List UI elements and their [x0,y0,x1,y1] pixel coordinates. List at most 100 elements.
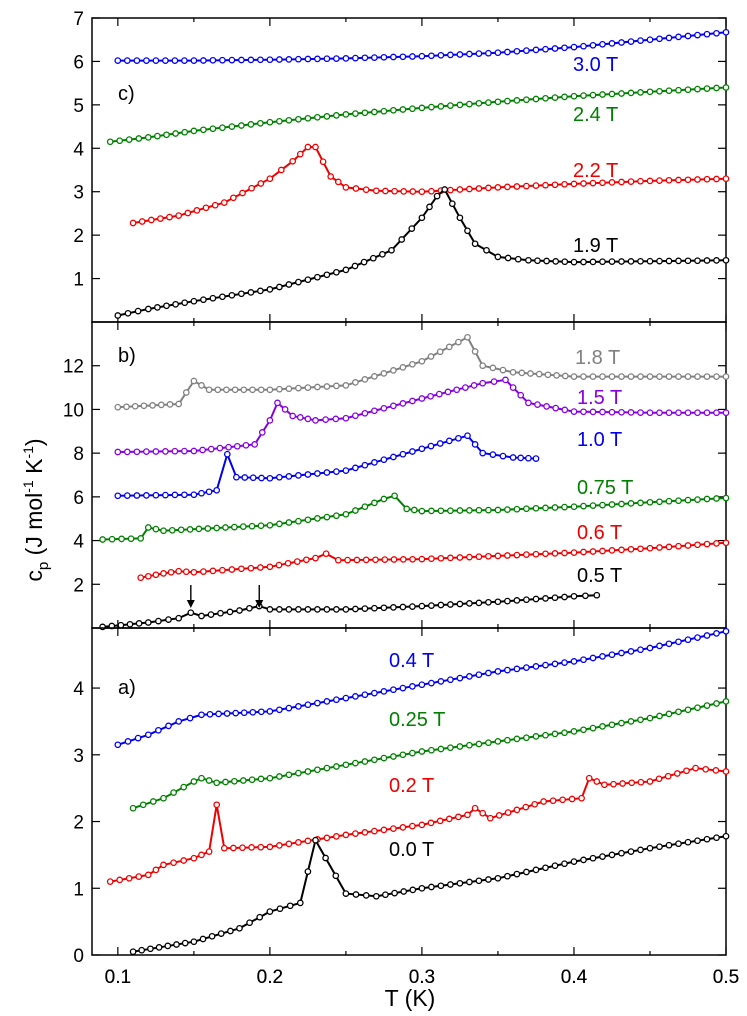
data-point [352,605,359,613]
data-point [137,535,145,542]
data-point [213,486,221,494]
data-point [494,668,502,675]
data-point [289,157,297,165]
data-point [223,710,231,717]
data-point [247,121,255,128]
data-point [694,541,701,549]
data-point [517,391,525,399]
data-point [504,552,511,559]
data-point [675,840,682,848]
data-point [456,186,464,193]
data-point [352,110,359,117]
data-point [513,735,521,743]
data-point [352,412,359,420]
series-0-6-T [137,539,730,582]
data-point [181,939,189,947]
data-point [593,591,601,599]
data-point [157,401,165,409]
data-point [523,868,530,876]
data-point [114,403,122,411]
data-point [160,861,167,869]
data-point [361,691,369,699]
data-point [665,841,673,849]
data-point [664,772,672,780]
data-point [522,803,530,811]
data-point [248,844,255,851]
data-point [599,408,606,416]
data-point [381,556,389,563]
data-point [523,551,530,558]
data-point [198,489,205,497]
data-point [323,271,331,279]
data-point [246,604,253,612]
data-point [332,872,340,880]
data-point [542,94,549,102]
data-point [703,85,711,92]
data-point [233,442,241,450]
data-point [342,890,350,897]
data-point [494,184,502,191]
data-point [228,123,236,130]
data-point [447,102,454,109]
data-point [684,409,692,417]
data-point [314,515,321,522]
data-point [447,186,454,194]
data-point [152,57,160,64]
data-point [144,305,152,313]
data-point [198,711,205,719]
data-point [266,175,274,183]
data-point [215,710,222,718]
data-point [428,555,435,563]
data-point [390,825,397,832]
data-point [251,441,259,448]
data-point [553,372,560,379]
data-point [276,473,283,481]
data-point [437,745,445,753]
data-point [513,47,521,55]
data-point [154,304,161,311]
data-point [665,373,673,380]
data-point [479,449,487,457]
data-point [713,409,720,417]
data-point [99,623,106,631]
data-point [447,51,454,59]
data-point [580,726,587,734]
data-point [470,382,478,389]
data-point [247,289,255,296]
data-point [277,166,285,174]
data-point [361,409,369,417]
data-point [352,759,359,767]
data-point [601,781,608,789]
data-point [523,664,530,671]
data-point [694,409,701,417]
data-point [418,395,426,402]
data-point [589,41,597,49]
data-point [380,107,388,115]
data-point [646,844,654,852]
data-point [702,765,710,773]
data-point [599,723,606,730]
data-point [266,908,274,915]
data-point [683,767,690,775]
data-point [304,114,312,122]
data-point [372,556,379,564]
data-point [608,179,616,186]
data-point [160,794,167,802]
data-point [409,188,417,195]
data-point [209,56,217,64]
data-point [527,370,534,377]
data-point [342,694,350,702]
series-label: 0.4 T [389,650,434,672]
data-point [428,187,435,195]
data-point [618,408,625,416]
data-point [570,503,578,511]
data-point [129,948,137,956]
data-point [455,813,462,821]
data-point [209,125,217,133]
data-point [285,771,293,779]
data-point [171,447,179,455]
data-point [314,113,321,121]
data-point [225,443,232,451]
data-point [713,373,720,380]
data-point [322,416,329,423]
